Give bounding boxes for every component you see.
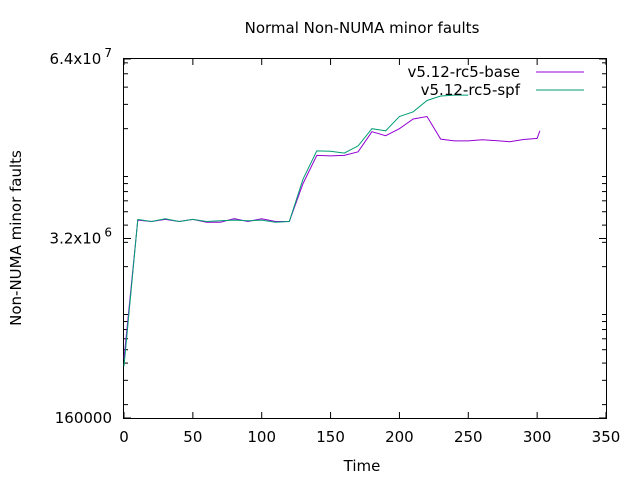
x-tick-label: 200 <box>385 428 414 446</box>
series-lines <box>123 94 541 367</box>
series-line-spf <box>123 94 469 367</box>
series-line-base <box>123 115 541 359</box>
y-tick-base: 3.2x10 <box>50 229 102 247</box>
legend-label: v5.12-rc5-base <box>408 63 521 81</box>
x-tick-label: 100 <box>247 428 276 446</box>
y-tick-exponent: 7 <box>104 46 112 60</box>
y-axis: 160000 3.2x10 6 6.4x10 7 <box>50 46 606 427</box>
chart-title: Normal Non-NUMA minor faults <box>245 19 480 37</box>
x-tick-label: 300 <box>523 428 552 446</box>
legend-label: v5.12-rc5-spf <box>421 81 521 99</box>
x-axis: 0 50 100 150 200 250 300 350 <box>119 59 620 446</box>
x-tick-label: 150 <box>316 428 345 446</box>
plot-frame <box>123 58 607 419</box>
x-tick-label: 350 <box>592 428 621 446</box>
y-axis-label: Non-NUMA minor faults <box>7 150 25 326</box>
y-tick-label: 160000 <box>55 409 112 427</box>
y-tick-exponent: 6 <box>104 225 112 239</box>
y-tick-base: 6.4x10 <box>50 50 102 68</box>
x-tick-label: 0 <box>119 428 129 446</box>
x-axis-label: Time <box>343 457 381 475</box>
y-tick-label: 6.4x10 7 <box>50 46 112 68</box>
y-tick-label: 3.2x10 6 <box>50 225 112 247</box>
x-tick-label: 250 <box>454 428 483 446</box>
x-tick-label: 50 <box>183 428 202 446</box>
